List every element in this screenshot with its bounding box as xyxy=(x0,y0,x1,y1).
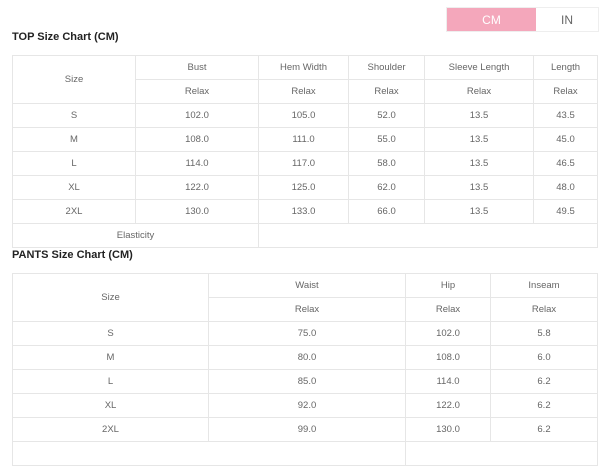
relax-label: Relax xyxy=(533,79,598,104)
relax-label: Relax xyxy=(135,79,259,104)
value-cell: 13.5 xyxy=(424,199,534,224)
value-cell: 45.0 xyxy=(533,127,598,152)
value-cell: 43.5 xyxy=(533,103,598,128)
value-cell: 13.5 xyxy=(424,151,534,176)
size-cell: 2XL xyxy=(12,417,209,442)
relax-label: Relax xyxy=(348,79,425,104)
top-size-table: Size Bust Hem Width Shoulder Sleeve Length Le… xyxy=(12,55,598,248)
value-cell: 130.0 xyxy=(135,199,259,224)
table-row: M 108.0 111.0 55.0 13.5 45.0 xyxy=(12,127,598,152)
value-cell: 122.0 xyxy=(405,393,491,418)
size-cell: M xyxy=(12,127,136,152)
top-size-chart-title: TOP Size Chart (CM) xyxy=(12,31,119,43)
value-cell: 13.5 xyxy=(424,127,534,152)
value-cell: 46.5 xyxy=(533,151,598,176)
value-cell: 6.2 xyxy=(490,417,598,442)
value-cell: 108.0 xyxy=(135,127,259,152)
value-cell: 80.0 xyxy=(208,345,406,370)
column-header: Sleeve Length xyxy=(424,55,534,80)
table-row: S 102.0 105.0 52.0 13.5 43.5 xyxy=(12,103,598,128)
table-row: M 80.0 108.0 6.0 xyxy=(12,345,598,370)
value-cell: 125.0 xyxy=(258,175,349,200)
value-cell: 52.0 xyxy=(348,103,425,128)
table-row: L 85.0 114.0 6.2 xyxy=(12,369,598,394)
value-cell: 5.8 xyxy=(490,321,598,346)
column-header: Length xyxy=(533,55,598,80)
size-header: Size xyxy=(12,273,209,322)
header-row: Size Waist Hip Inseam xyxy=(12,273,598,322)
value-cell: 13.5 xyxy=(424,175,534,200)
relax-label: Relax xyxy=(424,79,534,104)
elasticity-value xyxy=(405,441,598,466)
elasticity-row xyxy=(12,441,598,466)
unit-cm-button[interactable]: CM xyxy=(447,8,536,31)
pants-size-chart-title: PANTS Size Chart (CM) xyxy=(12,249,133,261)
unit-toggle: CM IN xyxy=(446,7,599,32)
value-cell: 114.0 xyxy=(135,151,259,176)
elasticity-value xyxy=(258,223,598,248)
table-row: 2XL 99.0 130.0 6.2 xyxy=(12,417,598,442)
value-cell: 85.0 xyxy=(208,369,406,394)
column-header: Waist xyxy=(208,273,406,298)
size-cell: L xyxy=(12,369,209,394)
value-cell: 105.0 xyxy=(258,103,349,128)
unit-in-button[interactable]: IN xyxy=(536,8,598,31)
value-cell: 122.0 xyxy=(135,175,259,200)
size-cell: XL xyxy=(12,393,209,418)
elasticity-label xyxy=(12,441,406,466)
column-header: Hem Width xyxy=(258,55,349,80)
size-cell: 2XL xyxy=(12,199,136,224)
value-cell: 55.0 xyxy=(348,127,425,152)
table-row: S 75.0 102.0 5.8 xyxy=(12,321,598,346)
relax-label: Relax xyxy=(405,297,491,322)
value-cell: 6.0 xyxy=(490,345,598,370)
value-cell: 117.0 xyxy=(258,151,349,176)
value-cell: 102.0 xyxy=(135,103,259,128)
column-header: Hip xyxy=(405,273,491,298)
subheader-row: Relax Relax Relax Relax Relax xyxy=(13,79,598,104)
value-cell: 102.0 xyxy=(405,321,491,346)
relax-label: Relax xyxy=(208,297,406,322)
elasticity-label: Elasticity xyxy=(12,223,259,248)
value-cell: 62.0 xyxy=(348,175,425,200)
table-row: XL 92.0 122.0 6.2 xyxy=(12,393,598,418)
value-cell: 114.0 xyxy=(405,369,491,394)
value-cell: 99.0 xyxy=(208,417,406,442)
value-cell: 6.2 xyxy=(490,369,598,394)
value-cell: 133.0 xyxy=(258,199,349,224)
elasticity-row: Elasticity xyxy=(12,223,598,248)
value-cell: 66.0 xyxy=(348,199,425,224)
value-cell: 75.0 xyxy=(208,321,406,346)
column-header: Inseam xyxy=(490,273,598,298)
value-cell: 13.5 xyxy=(424,103,534,128)
column-header: Shoulder xyxy=(348,55,425,80)
size-cell: S xyxy=(12,103,136,128)
pants-size-table: Size Waist Hip Inseam Relax Relax Relax S 75.0 10… xyxy=(12,273,598,466)
value-cell: 130.0 xyxy=(405,417,491,442)
value-cell: 6.2 xyxy=(490,393,598,418)
table-row: L 114.0 117.0 58.0 13.5 46.5 xyxy=(12,151,598,176)
table-row: 2XL 130.0 133.0 66.0 13.5 49.5 xyxy=(12,199,598,224)
relax-label: Relax xyxy=(490,297,598,322)
size-cell: M xyxy=(12,345,209,370)
value-cell: 111.0 xyxy=(258,127,349,152)
size-cell: S xyxy=(12,321,209,346)
size-header: Size xyxy=(12,55,136,104)
column-header: Bust xyxy=(135,55,259,80)
table-row: XL 122.0 125.0 62.0 13.5 48.0 xyxy=(12,175,598,200)
value-cell: 49.5 xyxy=(533,199,598,224)
size-cell: XL xyxy=(12,175,136,200)
value-cell: 58.0 xyxy=(348,151,425,176)
value-cell: 92.0 xyxy=(208,393,406,418)
relax-label: Relax xyxy=(258,79,349,104)
value-cell: 48.0 xyxy=(533,175,598,200)
value-cell: 108.0 xyxy=(405,345,491,370)
header-row: Size Bust Hem Width Shoulder Sleeve Length Le… xyxy=(12,55,598,104)
size-cell: L xyxy=(12,151,136,176)
